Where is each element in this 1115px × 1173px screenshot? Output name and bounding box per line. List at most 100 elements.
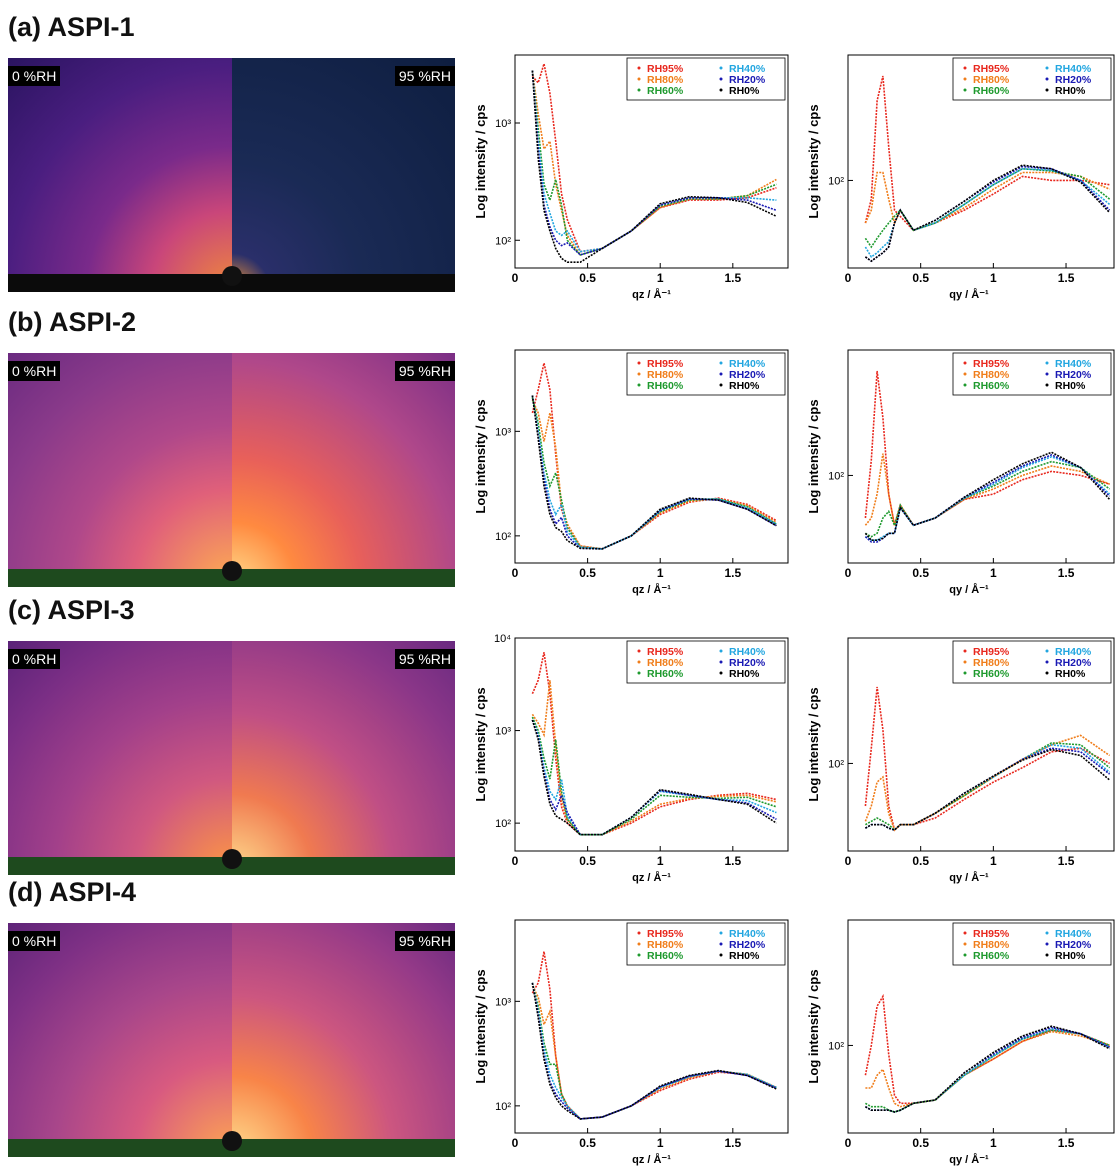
series-line (531, 985, 777, 1120)
legend-label: RH60% (647, 85, 684, 97)
series-line (531, 70, 777, 256)
legend-label: RH0% (729, 85, 760, 97)
legend-marker (719, 931, 723, 935)
legend-label: RH95% (973, 358, 1010, 370)
series-line (864, 686, 1110, 832)
legend-label: RH0% (729, 668, 760, 680)
legend-marker (1045, 372, 1049, 376)
image-right-half (231, 641, 455, 875)
legend-marker (963, 649, 967, 653)
series-line (865, 1029, 1110, 1113)
y-tick-label: 10² (828, 175, 844, 187)
series-line (864, 164, 1111, 263)
plot-area (864, 370, 1111, 543)
legend-marker (1045, 671, 1049, 675)
legend-marker (719, 942, 723, 946)
x-tick-label: 1 (657, 566, 664, 580)
plot-area (864, 993, 1110, 1113)
x-tick-label: 1.5 (724, 271, 741, 285)
legend-label: RH80% (973, 657, 1010, 669)
legend-marker (963, 383, 967, 387)
y-tick-label: 10³ (495, 726, 511, 738)
diffraction-image: 0 %RH 95 %RH (8, 353, 455, 587)
plot-frame (847, 637, 1115, 852)
beam-stop (222, 1131, 242, 1151)
series-line (531, 70, 777, 263)
legend-box (952, 640, 1112, 684)
legend-label: RH0% (1055, 85, 1086, 97)
x-tick-label: 1 (990, 271, 997, 285)
legend-marker (637, 671, 641, 675)
series-line (531, 982, 777, 1120)
series-line (864, 1026, 1110, 1113)
x-axis-label: qz / Å⁻¹ (632, 1153, 671, 1166)
plot-area (531, 652, 777, 836)
plot-frame (847, 349, 1115, 564)
series-line (864, 1028, 1110, 1113)
x-tick-label: 0 (512, 1136, 519, 1150)
legend-label: RH20% (729, 74, 766, 86)
legend-label: RH95% (647, 646, 684, 658)
plot-frame (514, 54, 789, 269)
panel-title: (d) ASPI-4 (8, 877, 136, 907)
legend-box (952, 352, 1112, 396)
legend-label: RH80% (973, 74, 1010, 86)
series-line (531, 982, 777, 1120)
series-line (531, 395, 777, 550)
series-line (531, 399, 777, 550)
legend-label: RH20% (1055, 369, 1092, 381)
diffraction-image: 0 %RH 95 %RH (8, 641, 455, 875)
legend-marker (719, 953, 723, 957)
y-tick-label: 10² (828, 758, 844, 770)
legend-marker (963, 660, 967, 664)
x-tick-label: 1 (990, 566, 997, 580)
left-label: 0 %RH (8, 649, 61, 669)
beam-stop (222, 561, 242, 581)
series-line (864, 455, 1111, 541)
legend-marker (719, 671, 723, 675)
left-label: 0 %RH (8, 66, 61, 86)
y-tick-label: 10³ (495, 118, 511, 130)
legend-box (626, 57, 786, 101)
legend-marker (1045, 361, 1049, 365)
legend-label: RH60% (973, 380, 1010, 392)
x-axis-label: qz / Å⁻¹ (632, 871, 671, 884)
x-tick-label: 1.5 (724, 1136, 741, 1150)
x-tick-label: 1 (657, 271, 664, 285)
legend-marker (719, 361, 723, 365)
right-label: 95 %RH (394, 649, 455, 669)
panel-title: (c) ASPI-3 (8, 595, 135, 625)
legend-marker (963, 77, 967, 81)
image-left-half (8, 923, 232, 1157)
plot-area (531, 63, 777, 263)
legend-label: RH40% (729, 646, 766, 658)
legend-marker (719, 77, 723, 81)
x-tick-label: 1.5 (1058, 1136, 1075, 1150)
legend-marker (963, 931, 967, 935)
legend-box (626, 922, 786, 966)
x-axis-label: qz / Å⁻¹ (632, 288, 671, 301)
series-line (865, 1030, 1110, 1108)
image-left-half (8, 353, 232, 587)
legend-label: RH40% (1055, 358, 1092, 370)
panel-title: (a) ASPI-1 (8, 12, 135, 42)
legend-marker (1045, 66, 1049, 70)
series-line (531, 982, 777, 1120)
legend-label: RH20% (729, 657, 766, 669)
legend-marker (637, 361, 641, 365)
legend-label: RH80% (647, 74, 684, 86)
legend-marker (1045, 931, 1049, 935)
left-label: 0 %RH (8, 361, 61, 381)
x-tick-label: 0.5 (579, 854, 596, 868)
x-axis-label: qy / Å⁻¹ (949, 871, 989, 884)
series-line (531, 951, 777, 1120)
series-line (531, 982, 777, 1120)
series-line (865, 460, 1111, 538)
legend-label: RH40% (1055, 646, 1092, 658)
y-tick-label: 10² (495, 1101, 511, 1113)
legend-label: RH60% (647, 668, 684, 680)
x-axis-label: qy / Å⁻¹ (949, 1153, 989, 1166)
x-axis-label: qy / Å⁻¹ (949, 583, 989, 596)
x-tick-label: 0.5 (912, 271, 929, 285)
